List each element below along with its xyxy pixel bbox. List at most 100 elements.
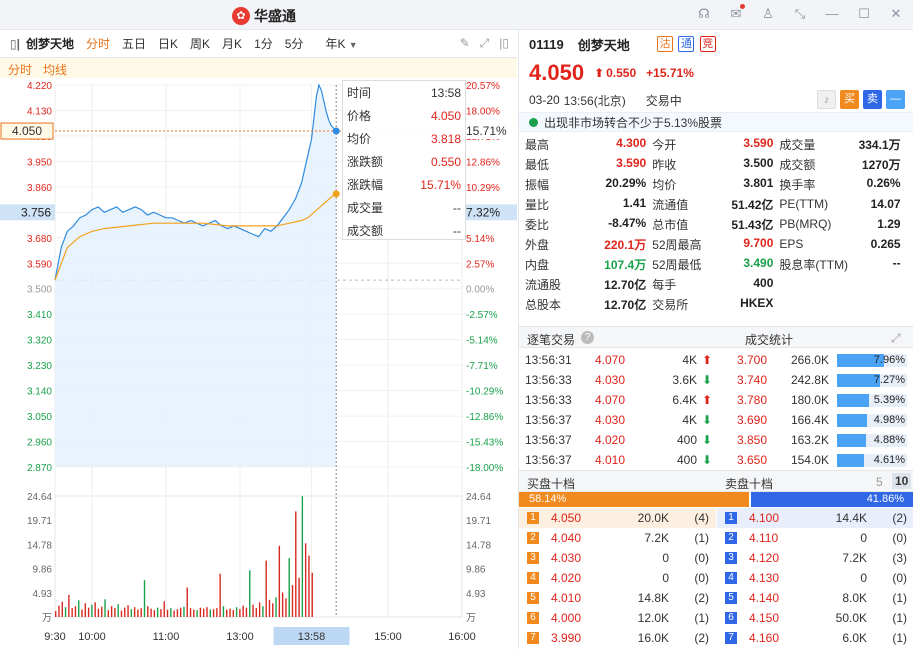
collapse-icon[interactable]: ▯| bbox=[10, 36, 20, 51]
trade-time: 13:56:31 bbox=[525, 353, 572, 367]
pct-tick-label: 18.00% bbox=[466, 106, 500, 117]
expand-icon[interactable]: ⤢ bbox=[479, 36, 490, 50]
book-count: (3) bbox=[892, 551, 907, 565]
tab-week-k[interactable]: 周K bbox=[190, 37, 211, 51]
volume-bar bbox=[74, 606, 77, 617]
tooltip-label: 时间 bbox=[347, 86, 372, 100]
deal-pct-bar: 5.39% bbox=[837, 393, 907, 407]
stats-grid: 最高 4.300 今开 3.590 成交量 334.1万 最低 3.590 昨收 3.500 成交额… bbox=[519, 132, 913, 314]
volume-bar bbox=[117, 604, 119, 617]
tab-5day[interactable]: 五日 bbox=[122, 37, 147, 51]
book-qty: 7.2K bbox=[644, 531, 669, 545]
book-row: 1 4.050 20.0K (4) bbox=[519, 508, 716, 528]
deal-pct-fill bbox=[837, 413, 867, 427]
level-5-button[interactable]: 5 bbox=[876, 475, 883, 489]
volume-tick-label: 19.71 bbox=[27, 516, 52, 527]
book-qty: 12.0K bbox=[637, 611, 669, 625]
trade-price: 4.020 bbox=[595, 433, 626, 447]
legend-avg[interactable]: 均线 bbox=[43, 63, 68, 77]
chart-svg[interactable]: 4.220 4.130 4.050 3.950 3.860 3.756 3.680 3.590… bbox=[0, 78, 517, 649]
trade-time: 13:56:37 bbox=[525, 433, 572, 447]
book-qty: 6.0K bbox=[842, 631, 867, 645]
tab-intraday[interactable]: 分时 bbox=[85, 37, 110, 51]
book-qty: 0 bbox=[662, 551, 669, 565]
trading-status: 交易中 bbox=[645, 93, 682, 108]
book-qty: 0 bbox=[860, 571, 867, 585]
stat-label: 内盘 bbox=[525, 257, 550, 272]
time-tick-label: 10:00 bbox=[78, 631, 106, 643]
stat-value: -- bbox=[892, 255, 901, 270]
headset-icon[interactable]: ☊ bbox=[698, 6, 710, 21]
stats-row: 委比 -8.47% 总市值 51.43亿 PB(MRQ) 1.29 bbox=[525, 214, 907, 234]
ask-book: 1 4.100 14.4K (2) 2 4.110 0 (0) 3 4.120 7.2K (3) 4 4.… bbox=[717, 508, 913, 648]
stat-label: 量比 bbox=[525, 197, 550, 212]
tab-5min[interactable]: 5分 bbox=[284, 37, 304, 51]
book-header: 买盘十档 卖盘十档 5 10 bbox=[519, 470, 913, 492]
pct-tick-label: 5.14% bbox=[466, 234, 494, 245]
more-button[interactable]: — bbox=[886, 90, 905, 109]
date-line: 03-20 13:56(北京) 交易中 ♪ 买 卖 — bbox=[519, 88, 913, 112]
volume-bar bbox=[311, 572, 313, 617]
price-tick-label: 3.950 bbox=[27, 157, 52, 168]
stat-cell: 均价 3.801 bbox=[652, 176, 779, 193]
trade-price: 4.070 bbox=[595, 393, 626, 407]
tab-1min[interactable]: 1分 bbox=[254, 37, 273, 51]
shrink-icon[interactable]: ⤡ bbox=[794, 6, 806, 21]
volume-bar bbox=[107, 610, 110, 617]
maximize-icon[interactable]: ☐ bbox=[858, 6, 870, 21]
volume-bar bbox=[170, 608, 172, 617]
tab-year-k[interactable]: 年K ▼ bbox=[325, 37, 358, 51]
deal-stats-list: 3.700 266.0K 7.96% 3.740 242.8K 7.27% 3.780 180… bbox=[737, 350, 907, 470]
stat-cell: 总股本 12.70亿 bbox=[525, 296, 652, 313]
legend-intraday[interactable]: 分时 bbox=[8, 63, 33, 77]
trade-qty: 400 bbox=[676, 433, 697, 447]
stat-cell: 流通值 51.42亿 bbox=[652, 196, 779, 213]
tooltip-value: 3.818 bbox=[430, 131, 461, 146]
tooltip-label: 涨跌幅 bbox=[347, 178, 384, 192]
avg-price-box bbox=[0, 204, 55, 221]
badge-connect: 通 bbox=[678, 36, 695, 52]
bell-icon[interactable]: ♪ bbox=[817, 90, 836, 109]
shirt-icon[interactable]: ♙ bbox=[762, 6, 774, 21]
volume-bar bbox=[262, 606, 264, 617]
pencil-icon[interactable]: ✎ bbox=[459, 36, 470, 50]
trade-qty: 4K bbox=[682, 353, 697, 367]
intraday-chart[interactable]: 4.220 4.130 4.050 3.950 3.860 3.756 3.680 3.590… bbox=[0, 78, 517, 649]
logo-icon: ✿ bbox=[232, 7, 250, 25]
tooltip-row: 价格 4.050 bbox=[343, 104, 465, 127]
time-tick-label: 11:00 bbox=[153, 631, 180, 643]
pct-tick-label: -5.14% bbox=[466, 336, 498, 347]
help-icon[interactable]: ? bbox=[581, 331, 594, 344]
stats-row: 外盘 220.1万 52周最高 9.700 EPS 0.265 bbox=[525, 234, 907, 254]
deal-pct-bar: 7.27% bbox=[837, 373, 907, 387]
stat-cell: 量比 1.41 bbox=[525, 196, 652, 213]
deal-pct-fill bbox=[837, 393, 870, 407]
sell-button[interactable]: 卖 bbox=[863, 90, 882, 109]
volume-bar bbox=[212, 609, 215, 617]
tooltip-value: -- bbox=[453, 200, 461, 215]
crosshair-pct-label: 15.71% bbox=[466, 124, 507, 138]
volume-bar bbox=[81, 609, 83, 617]
bid-title: 买盘十档 bbox=[527, 477, 576, 491]
stat-cell: 昨收 3.500 bbox=[652, 156, 779, 173]
collapse-panel-icon[interactable]: |▯ bbox=[499, 36, 509, 50]
time-tick-label: 13:00 bbox=[226, 631, 254, 643]
close-icon[interactable]: ✕ bbox=[890, 6, 902, 21]
mail-icon[interactable]: ✉ bbox=[727, 4, 745, 22]
volume-bar bbox=[258, 602, 261, 617]
book-price: 4.140 bbox=[749, 591, 780, 605]
buy-button[interactable]: 买 bbox=[840, 90, 859, 109]
tab-month-k[interactable]: 月K bbox=[222, 37, 243, 51]
minimize-icon[interactable]: — bbox=[825, 6, 839, 21]
deal-volume: 163.2K bbox=[790, 433, 829, 447]
book-count: (2) bbox=[892, 511, 907, 525]
volume-bar bbox=[147, 606, 149, 617]
fullscreen-icon[interactable]: ⤢ bbox=[891, 331, 901, 345]
volume-bar bbox=[216, 608, 218, 617]
volume-bar bbox=[232, 610, 234, 617]
level-10-button[interactable]: 10 bbox=[892, 473, 912, 489]
book-qty: 20.0K bbox=[637, 511, 669, 525]
tab-day-k[interactable]: 日K bbox=[158, 37, 179, 51]
tooltip-value: 15.71% bbox=[420, 177, 461, 192]
notice-bar[interactable]: 出现非市场转合不少于5.13%股票 bbox=[519, 112, 913, 132]
